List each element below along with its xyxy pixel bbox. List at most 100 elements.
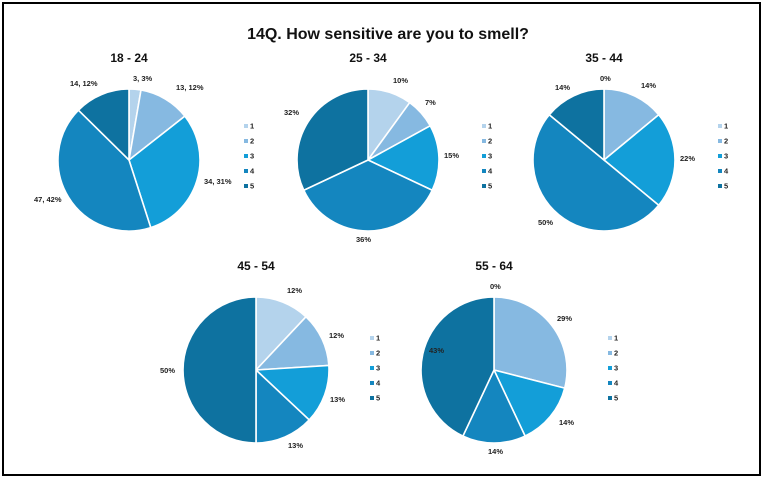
legend-swatch (370, 396, 374, 400)
data-label: 14% (555, 83, 570, 92)
pie-slice (420, 296, 495, 438)
legend-label: 2 (488, 137, 492, 146)
pie-55-64: 55 - 64 0% 29% 14% 14% 43% 1 2 3 4 5 (420, 259, 619, 456)
legend-swatch (718, 154, 722, 158)
legend-swatch (482, 169, 486, 173)
pie-slice (254, 364, 330, 422)
data-label: 12% (329, 331, 344, 340)
legend-swatch (718, 184, 722, 188)
data-label: 50% (538, 218, 553, 227)
data-label: 12% (287, 286, 302, 295)
data-label: 22% (680, 154, 695, 163)
data-label: 15% (444, 151, 459, 160)
data-label: 32% (284, 108, 299, 117)
legend-swatch (244, 184, 248, 188)
pie-slice (493, 296, 568, 390)
pie-slice (602, 113, 676, 207)
legend-swatch (244, 124, 248, 128)
chart-title: 14Q. How sensitive are you to smell? (247, 26, 529, 43)
data-label: 43% (429, 346, 444, 355)
legend-label: 1 (376, 334, 380, 343)
legend: 1 2 3 4 5 (482, 122, 493, 191)
pie-chart-grid: 14Q. How sensitive are you to smell? 18 … (34, 26, 729, 456)
legend-label: 4 (488, 167, 493, 176)
legend-swatch (244, 139, 248, 143)
legend-label: 5 (724, 182, 728, 191)
data-label: 47, 42% (34, 195, 62, 204)
data-label: 13, 12% (176, 83, 204, 92)
pie-title: 18 - 24 (110, 51, 148, 65)
legend-label: 1 (250, 122, 254, 131)
legend-swatch (482, 139, 486, 143)
legend-swatch (370, 336, 374, 340)
data-label: 13% (330, 395, 345, 404)
legend-label: 2 (376, 349, 380, 358)
data-label: 14% (559, 418, 574, 427)
legend-label: 3 (250, 152, 254, 161)
legend-label: 2 (724, 137, 728, 146)
pie-slice (461, 368, 527, 444)
legend-swatch (718, 139, 722, 143)
legend-label: 2 (250, 137, 254, 146)
data-label: 7% (425, 98, 436, 107)
pie-title: 25 - 34 (349, 51, 387, 65)
legend: 1 2 3 4 5 (608, 334, 619, 403)
pie-slice (296, 88, 369, 192)
data-label: 13% (288, 441, 303, 450)
pie-slice (366, 124, 440, 192)
legend-label: 2 (614, 349, 618, 358)
data-label: 10% (393, 76, 408, 85)
legend-swatch (482, 154, 486, 158)
legend-swatch (370, 351, 374, 355)
legend: 1 2 3 4 5 (244, 122, 255, 191)
data-label: 50% (160, 366, 175, 375)
pie-slice (57, 109, 152, 232)
legend-swatch (718, 169, 722, 173)
legend-label: 5 (614, 394, 618, 403)
data-label: 36% (356, 235, 371, 244)
legend-swatch (608, 351, 612, 355)
legend-swatch (482, 124, 486, 128)
pie-slice (255, 368, 311, 444)
data-label: 0% (600, 74, 611, 83)
legend-label: 4 (250, 167, 255, 176)
legend: 1 2 3 4 5 (370, 334, 381, 403)
pie-slice (548, 88, 605, 162)
legend-swatch (370, 366, 374, 370)
data-label: 3, 3% (133, 74, 153, 83)
pie-title: 55 - 64 (475, 259, 513, 273)
data-label: 29% (557, 314, 572, 323)
pie-slice (603, 88, 660, 162)
legend-label: 5 (376, 394, 380, 403)
pie-slice (128, 115, 201, 229)
data-label: 34, 31% (204, 177, 232, 186)
pie-18-24: 18 - 24 3, 3% 13, 12% 34, 31% 47, 42% 14, 12%… (34, 51, 255, 232)
legend-label: 1 (488, 122, 492, 131)
pie-title: 35 - 44 (585, 51, 623, 65)
legend-swatch (608, 396, 612, 400)
legend-swatch (608, 381, 612, 385)
legend-label: 5 (488, 182, 492, 191)
legend-label: 1 (724, 122, 728, 131)
legend-label: 4 (724, 167, 729, 176)
pie-slice (302, 159, 434, 232)
pie-slice (532, 113, 660, 232)
legend-label: 4 (376, 379, 381, 388)
pie-slice (182, 296, 257, 444)
pie-25-34: 25 - 34 10% 7% 15% 36% 32% 1 2 3 4 5 (284, 51, 493, 244)
legend-swatch (608, 336, 612, 340)
legend-label: 3 (488, 152, 492, 161)
pie-45-54: 45 - 54 12% 12% 13% 13% 50% 1 2 3 4 5 (160, 259, 381, 450)
legend-swatch (482, 184, 486, 188)
legend-label: 3 (376, 364, 380, 373)
legend-swatch (608, 366, 612, 370)
pie-35-44: 35 - 44 0% 14% 22% 50% 14% 1 2 3 4 5 (532, 51, 729, 232)
legend-label: 3 (614, 364, 618, 373)
data-label: 0% (490, 282, 501, 291)
pie-slice (77, 88, 130, 162)
data-label: 14% (641, 81, 656, 90)
legend-label: 4 (614, 379, 619, 388)
legend-swatch (244, 154, 248, 158)
legend-label: 5 (250, 182, 254, 191)
legend-swatch (244, 169, 248, 173)
